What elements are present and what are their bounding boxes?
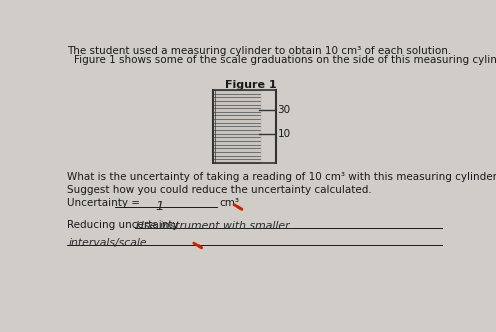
Text: Use instrument with smaller: Use instrument with smaller	[136, 221, 290, 231]
Text: The student used a measuring cylinder to obtain 10 cm³ of each solution.: The student used a measuring cylinder to…	[66, 46, 451, 56]
Text: Figure 1: Figure 1	[225, 80, 277, 90]
Text: 10: 10	[277, 129, 291, 139]
Text: Reducing uncertainty: Reducing uncertainty	[66, 220, 178, 230]
Text: Figure 1 shows some of the scale graduations on the side of this measuring cylin: Figure 1 shows some of the scale graduat…	[74, 55, 496, 65]
Text: Suggest how you could reduce the uncertainty calculated.: Suggest how you could reduce the uncerta…	[66, 185, 372, 195]
Text: intervals/scale: intervals/scale	[68, 238, 147, 248]
Text: What is the uncertainty of taking a reading of 10 cm³ with this measuring cylind: What is the uncertainty of taking a read…	[66, 172, 496, 182]
Text: Uncertainty =: Uncertainty =	[66, 199, 143, 208]
Text: 1: 1	[155, 200, 163, 213]
Text: cm³: cm³	[219, 199, 240, 208]
Text: 30: 30	[277, 105, 291, 116]
Bar	[213, 90, 262, 163]
